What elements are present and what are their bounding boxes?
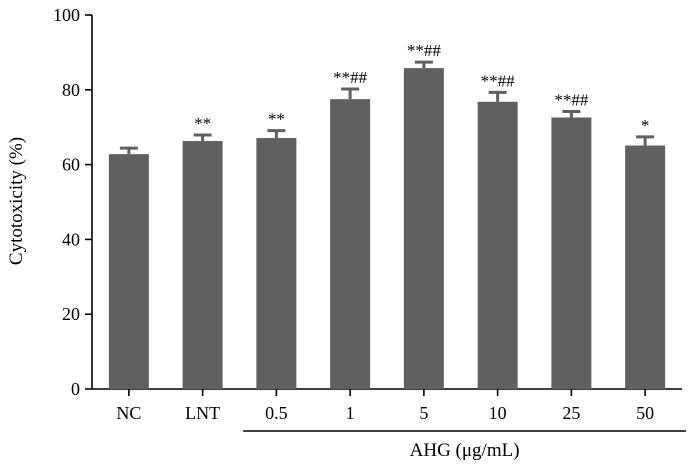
x-tick-label: 5 (419, 403, 428, 423)
bar (403, 68, 444, 389)
bar (330, 99, 371, 390)
y-tick-label: 80 (62, 80, 80, 100)
x-ticks: NC LNT 0.5 1 5 10 25 50 (116, 389, 654, 423)
significance-label: **## (333, 68, 368, 87)
y-tick-label: 60 (62, 155, 80, 175)
bar (108, 154, 149, 389)
significance-label: **## (554, 90, 589, 109)
x-tick-label: 0.5 (265, 403, 288, 423)
significance-label: * (641, 116, 650, 135)
y-ticks: 0 20 40 60 80 100 (53, 5, 92, 399)
y-tick-label: 20 (62, 304, 80, 324)
error-bars (119, 60, 655, 155)
significance-label: ** (194, 114, 211, 133)
x-tick-label: NC (116, 403, 141, 423)
bar (477, 101, 518, 389)
group-label: AHG (μg/mL) (410, 440, 520, 461)
y-tick-label: 40 (62, 229, 80, 249)
x-tick-label: 25 (562, 403, 580, 423)
bar (256, 138, 297, 389)
bar (625, 145, 666, 389)
bar (551, 117, 592, 389)
x-tick-label: 50 (636, 403, 654, 423)
significance-annotations: ** ** **## **## **## **## * (194, 41, 649, 135)
y-tick-label: 0 (71, 379, 80, 399)
significance-label: **## (407, 41, 442, 60)
axes (91, 15, 682, 390)
bars (108, 68, 666, 390)
significance-label: **## (481, 71, 516, 90)
y-axis-label: Cytotoxicity (%) (6, 137, 27, 265)
y-tick-label: 100 (53, 5, 80, 25)
bar (182, 141, 223, 389)
significance-label: ** (268, 110, 285, 129)
x-tick-label: 10 (489, 403, 507, 423)
x-tick-label: 1 (346, 403, 355, 423)
x-tick-label: LNT (185, 403, 220, 423)
